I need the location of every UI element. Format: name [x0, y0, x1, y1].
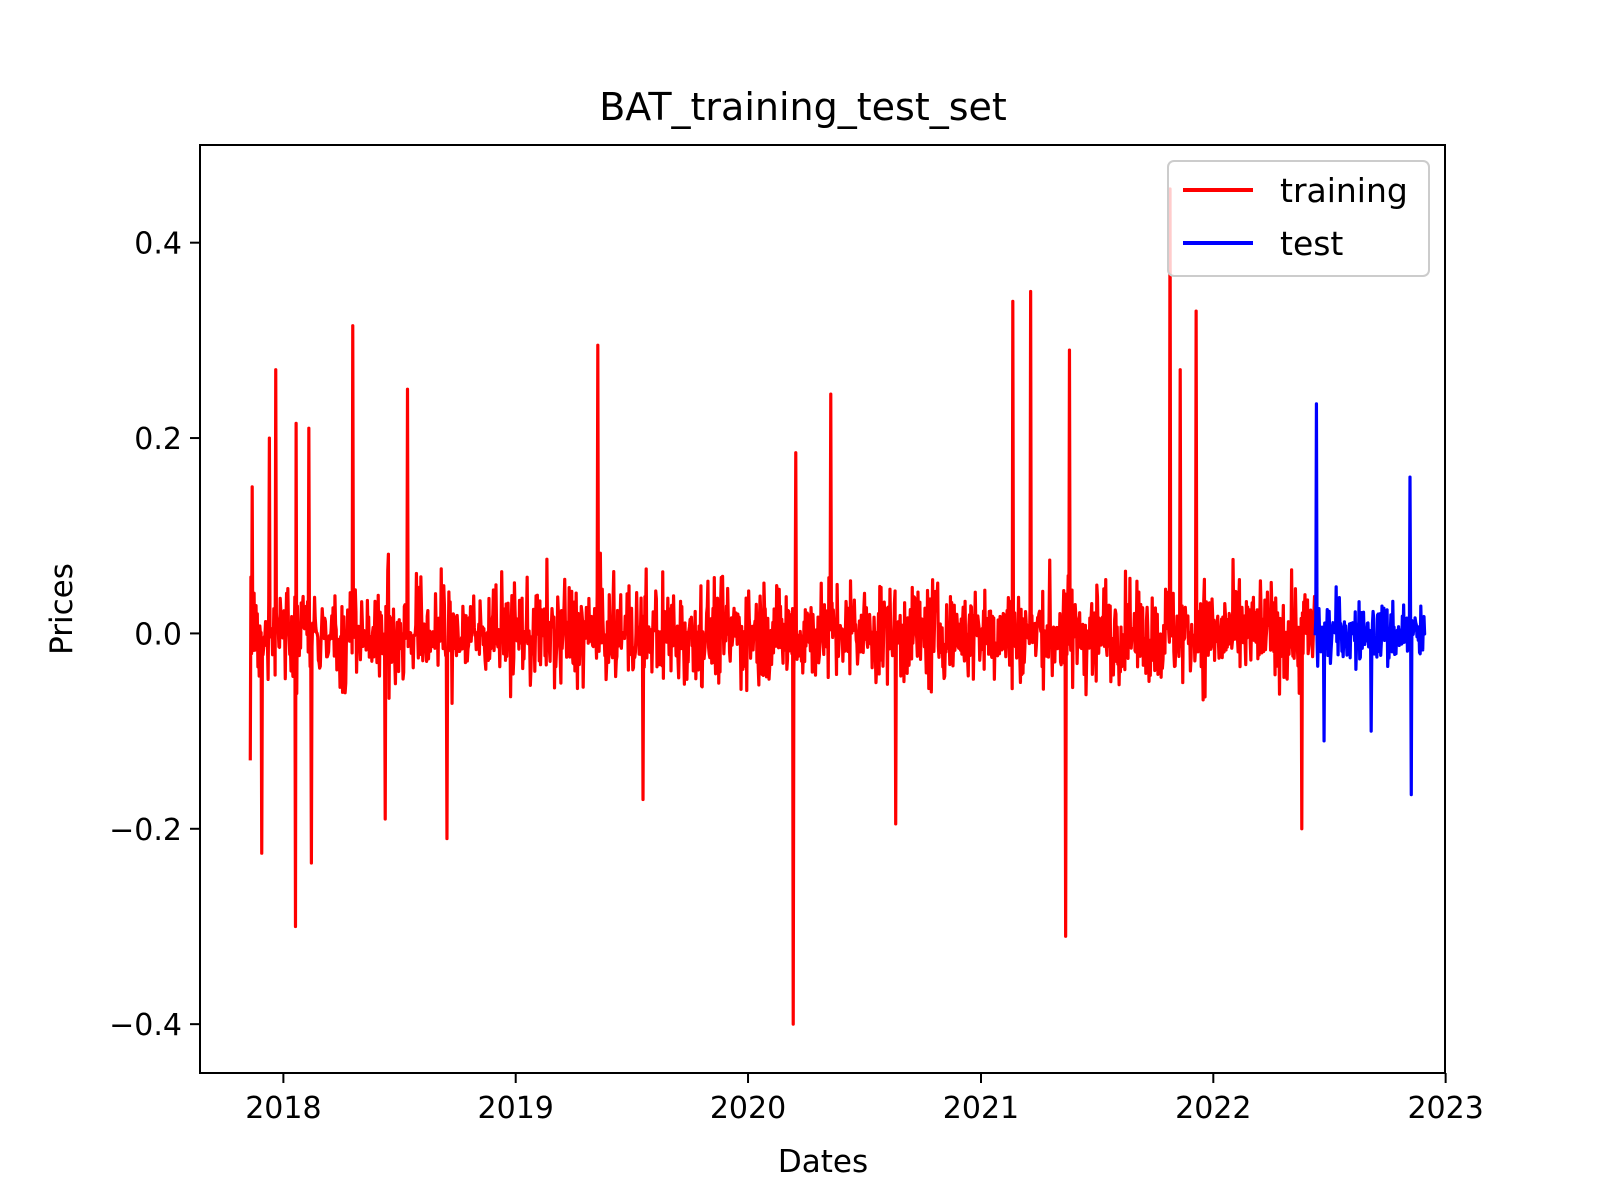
plot-frame: [199, 144, 1446, 1074]
x-tick-label: 2020: [710, 1091, 786, 1126]
legend-label-training: training: [1280, 171, 1408, 210]
x-tick-label: 2023: [1407, 1091, 1483, 1126]
series-line-test: [1313, 402, 1427, 797]
x-axis-ticks: 2018 2019 2020 2021 2022 2023: [245, 1073, 1484, 1126]
y-tick-label: −0.4: [109, 1008, 182, 1043]
legend: training test: [1167, 160, 1430, 277]
series-line-training: [248, 187, 1317, 1026]
chart-title: BAT_training_test_set: [599, 85, 1007, 129]
y-tick-label: 0.4: [134, 227, 182, 262]
x-tick-label: 2019: [478, 1091, 554, 1126]
legend-label-test: test: [1280, 224, 1343, 263]
x-tick-label: 2018: [245, 1091, 321, 1126]
y-axis-ticks: −0.4 −0.2 0.0 0.2 0.4: [109, 227, 200, 1043]
y-tick-label: −0.2: [109, 813, 182, 848]
y-tick-label: 0.0: [134, 617, 182, 652]
x-tick-label: 2022: [1175, 1091, 1251, 1126]
y-tick-label: 0.2: [134, 422, 182, 457]
series-layer: [248, 187, 1427, 1026]
y-axis-label: Prices: [44, 563, 80, 655]
x-axis-label: Dates: [778, 1144, 868, 1180]
x-tick-label: 2021: [943, 1091, 1019, 1126]
